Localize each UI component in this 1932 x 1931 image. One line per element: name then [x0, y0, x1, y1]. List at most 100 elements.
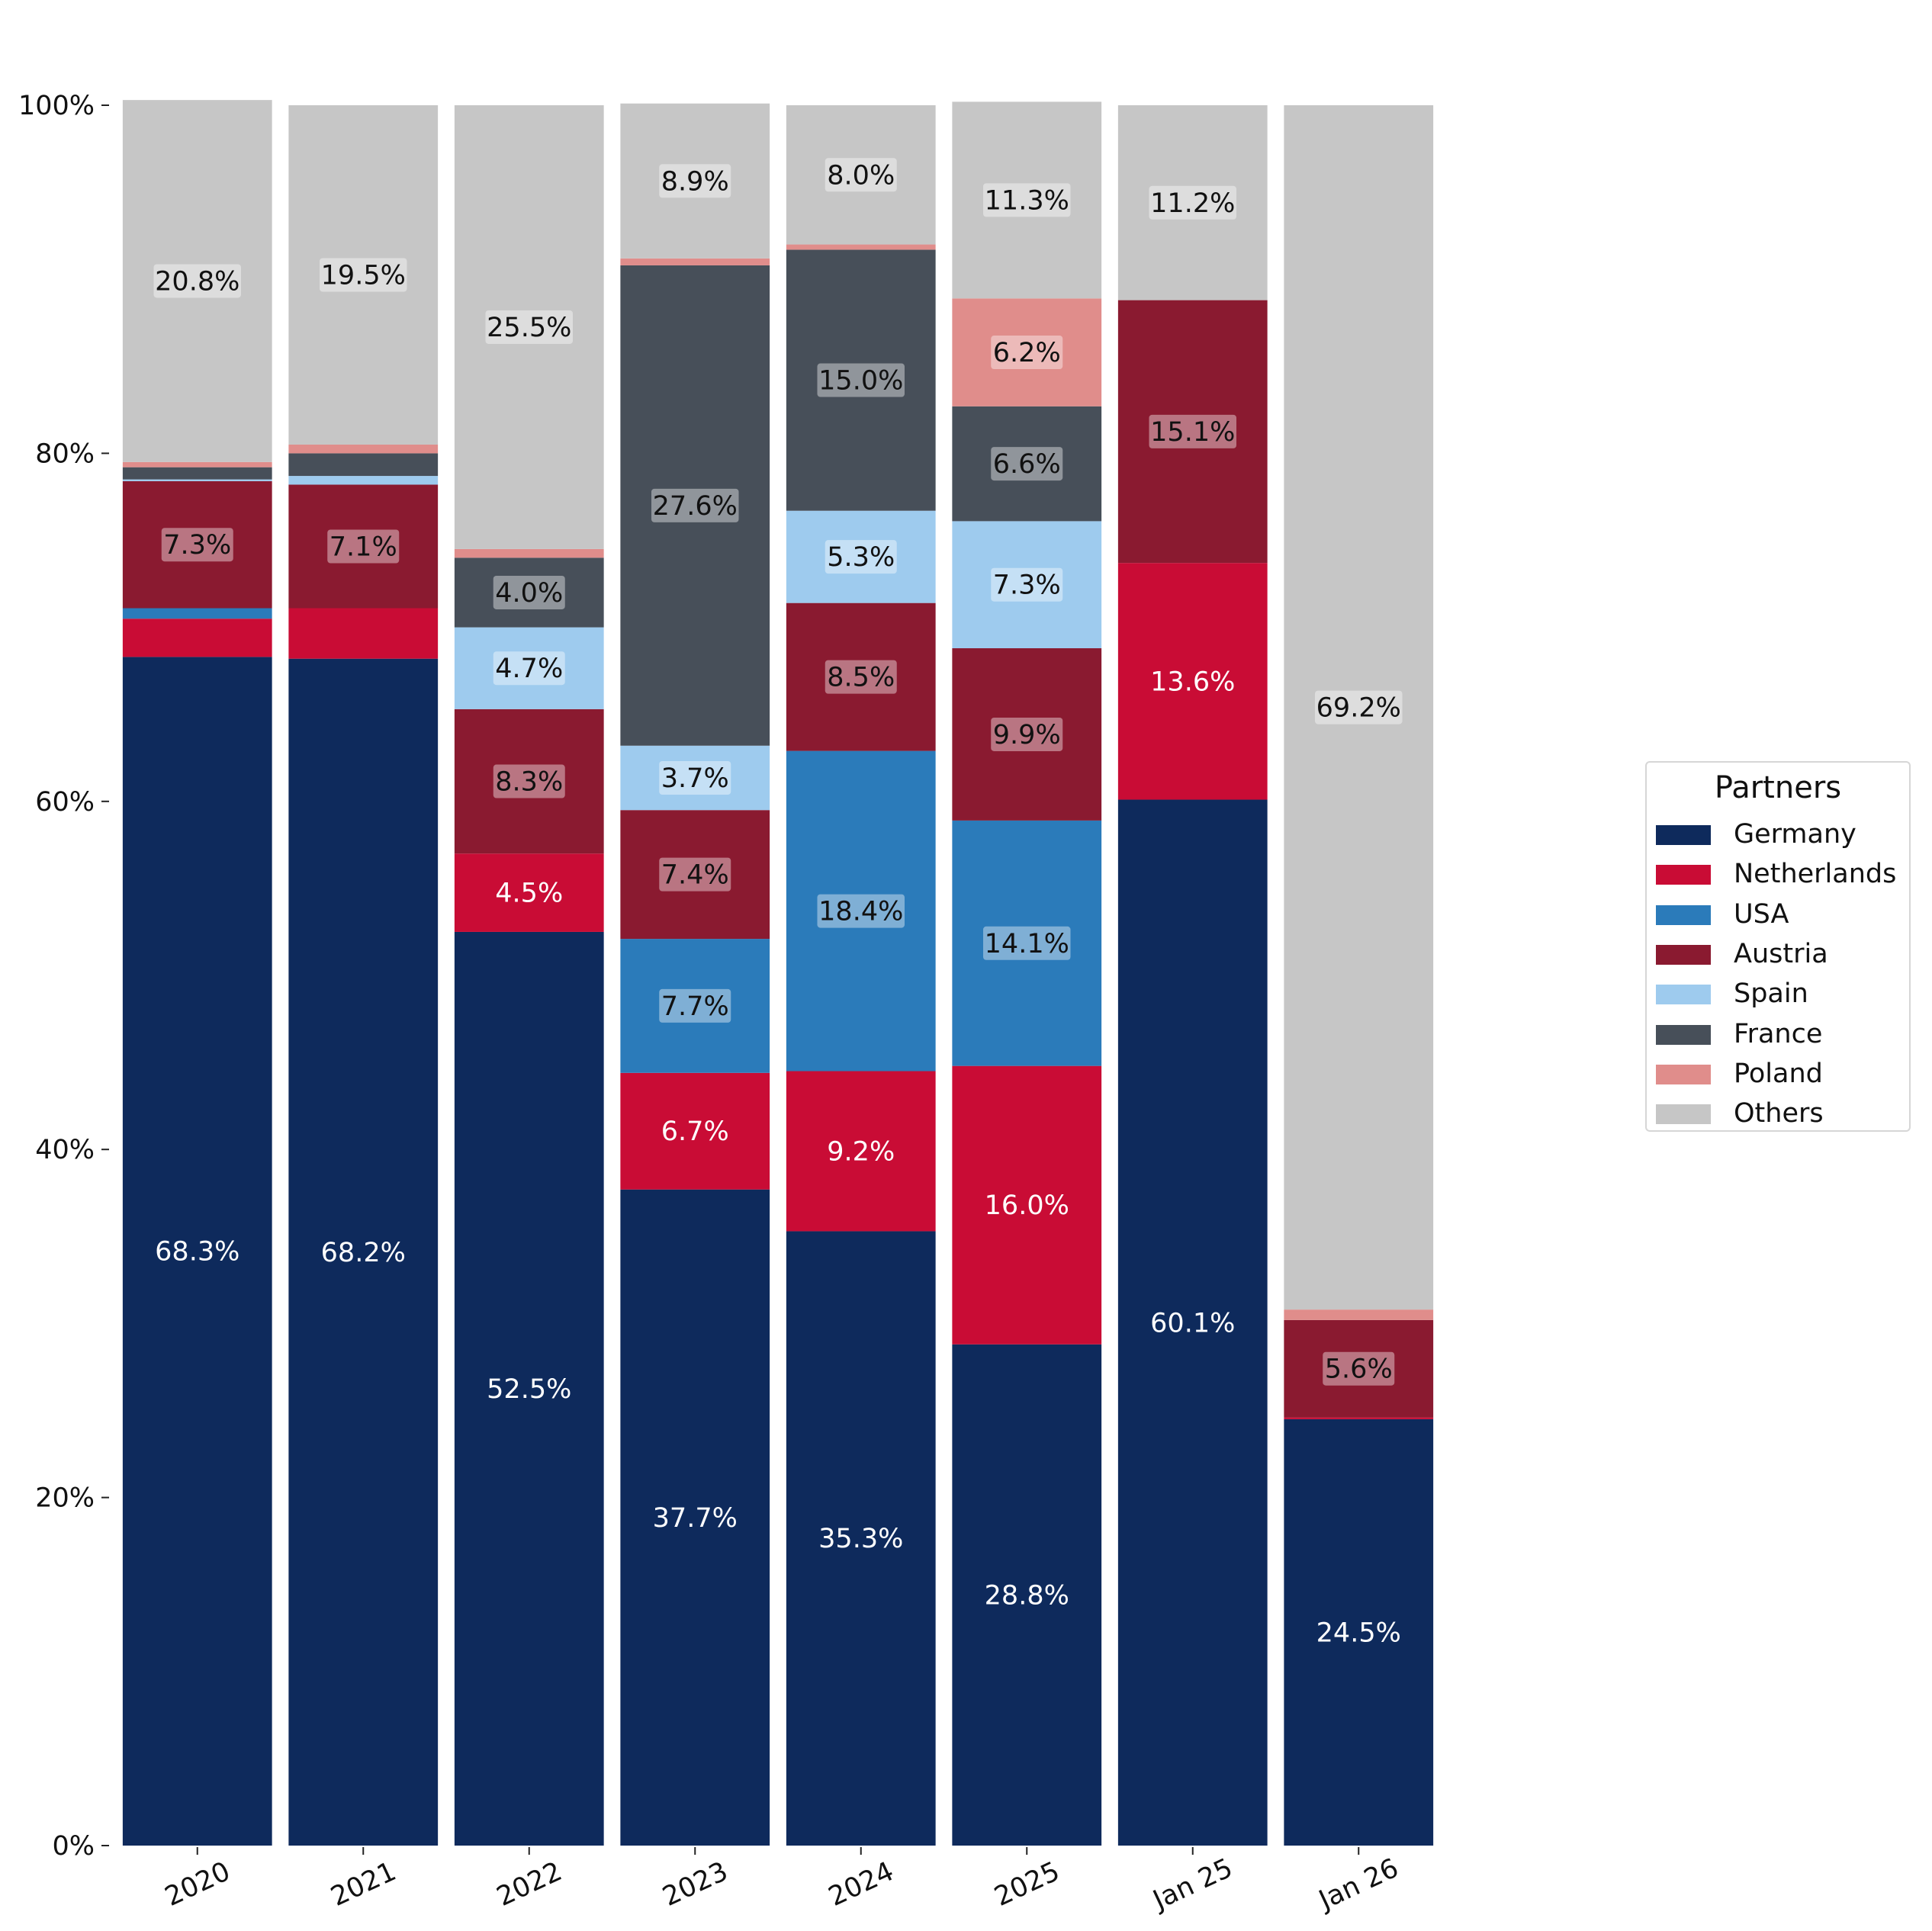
data-label-background [825, 158, 897, 192]
x-tick-label: 2022 [492, 1856, 567, 1913]
legend: Partners Germany Netherlands USA Austria Spa… [1645, 761, 1911, 1132]
data-label: 11.2% [1150, 188, 1235, 219]
data-label-group: 35.3% [818, 1524, 903, 1554]
data-label-group: 8.0% [825, 158, 897, 192]
data-label: 37.7% [653, 1503, 738, 1534]
data-label-background [817, 894, 905, 928]
data-label: 15.1% [1150, 417, 1235, 448]
legend-item-poland: Poland [1656, 1055, 1908, 1095]
data-label-background [651, 488, 739, 522]
x-tick-label: Jan 26 [1313, 1853, 1403, 1917]
data-label-group: 24.5% [1316, 1618, 1401, 1648]
bar-segment-france-6 [952, 406, 1102, 522]
data-label: 7.4% [661, 860, 729, 891]
legend-swatch [1656, 825, 1711, 845]
bar-segment-germany-5 [786, 1231, 936, 1846]
x-tick-label: 2025 [990, 1856, 1065, 1913]
data-label-group: 5.6% [1323, 1351, 1395, 1386]
data-label: 28.8% [985, 1580, 1069, 1611]
bar-segment-germany-4 [620, 1189, 770, 1846]
legend-item-netherlands: Netherlands [1656, 856, 1908, 895]
data-label-group: 25.5% [485, 310, 573, 344]
data-label: 25.5% [487, 313, 571, 343]
data-label-group: 69.2% [1315, 690, 1403, 725]
data-label: 60.1% [1150, 1308, 1235, 1338]
bar-segment-netherlands-4 [620, 1072, 770, 1190]
x-tick-label: 2020 [160, 1856, 235, 1913]
legend-label: Spain [1734, 978, 1808, 1010]
data-label-group: 4.5% [495, 879, 563, 909]
bar-segment-netherlands-2 [288, 608, 439, 659]
bar-segment-france-3 [454, 557, 604, 628]
bar-segment-spain-3 [454, 627, 604, 709]
data-label-background [161, 528, 233, 562]
data-label: 4.0% [495, 578, 563, 609]
bar-segment-usa-5 [786, 750, 936, 1072]
x-tick-label: 2024 [824, 1856, 898, 1913]
data-label-background [493, 575, 565, 609]
data-label-background [327, 529, 400, 564]
bar-segment-poland-5 [786, 244, 936, 250]
data-label-group: 37.7% [653, 1503, 738, 1534]
data-label-background [659, 164, 731, 198]
data-label-group: 6.2% [991, 336, 1063, 370]
data-label-group: 11.2% [1149, 185, 1236, 220]
bar-segment-germany-2 [288, 658, 439, 1846]
data-label-background [320, 258, 407, 292]
data-label: 9.9% [993, 720, 1061, 750]
bar-segment-poland-1 [122, 461, 272, 467]
data-label: 8.9% [661, 166, 729, 197]
data-label-group: 7.3% [991, 567, 1063, 602]
data-label: 18.4% [818, 897, 903, 927]
bar-segment-others-2 [288, 105, 439, 445]
bar-segment-others-6 [952, 101, 1102, 299]
bar-segment-germany-8 [1284, 1419, 1434, 1846]
bar-segment-netherlands-6 [952, 1065, 1102, 1345]
bar-segment-france-1 [122, 467, 272, 480]
data-label: 20.8% [155, 266, 239, 297]
data-label-group: 8.9% [659, 164, 731, 198]
legend-item-germany: Germany [1656, 816, 1908, 856]
data-label-group: 6.6% [991, 447, 1063, 481]
legend-label: USA [1734, 898, 1789, 930]
legend-label: Austria [1734, 938, 1828, 969]
bar-segment-austria-6 [952, 647, 1102, 821]
bar-segment-spain-1 [122, 479, 272, 481]
data-label: 7.3% [993, 570, 1061, 601]
data-label-group: 9.2% [827, 1136, 895, 1167]
data-label: 6.7% [661, 1117, 729, 1147]
data-label: 9.2% [827, 1136, 895, 1167]
data-label-background [991, 336, 1063, 370]
data-label: 24.5% [1316, 1618, 1401, 1648]
bar-segment-austria-7 [1117, 300, 1268, 564]
legend-swatch [1656, 865, 1711, 885]
data-label-background [1149, 414, 1236, 448]
data-label-background [983, 183, 1071, 217]
y-tick-label: 100% [18, 91, 95, 121]
data-label-group: 19.5% [320, 258, 407, 292]
data-label: 19.5% [321, 260, 406, 291]
data-label-group: 7.1% [327, 529, 400, 564]
data-label: 14.1% [985, 929, 1069, 959]
data-label-group: 8.3% [493, 764, 565, 798]
bar-segment-poland-3 [454, 548, 604, 558]
data-label-background [825, 540, 897, 574]
bar-segment-netherlands-5 [786, 1071, 936, 1232]
data-label-group: 13.6% [1150, 667, 1235, 697]
data-label-group: 8.5% [825, 660, 897, 694]
data-label: 35.3% [818, 1524, 903, 1554]
legend-item-austria: Austria [1656, 936, 1908, 975]
data-label-group: 15.0% [817, 363, 905, 397]
bar-segment-netherlands-8 [1284, 1417, 1434, 1419]
bar-segment-france-4 [620, 265, 770, 746]
data-label-background [991, 447, 1063, 481]
bar-segment-france-2 [288, 453, 439, 477]
data-label-group: 3.7% [659, 760, 731, 795]
bar-segment-austria-5 [786, 602, 936, 751]
data-label-group: 68.3% [155, 1237, 239, 1268]
legend-swatch [1656, 985, 1711, 1005]
data-label-group: 60.1% [1150, 1308, 1235, 1338]
data-label: 4.7% [495, 654, 563, 684]
data-label: 8.0% [827, 160, 895, 191]
bar-segment-usa-4 [620, 939, 770, 1073]
